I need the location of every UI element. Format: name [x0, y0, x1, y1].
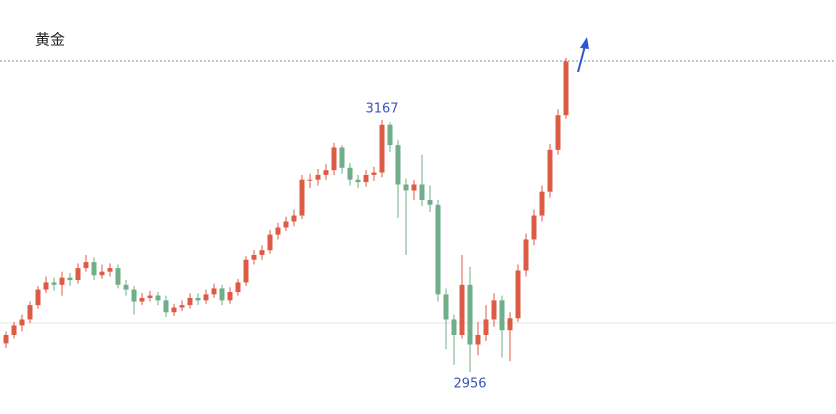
candle-body: [115, 268, 121, 285]
candle-body: [363, 174, 369, 183]
candle-body: [491, 300, 497, 320]
candle-body: [347, 167, 353, 180]
candle-body: [67, 277, 73, 281]
candle-body: [227, 291, 233, 301]
candle-body: [403, 184, 409, 191]
candle-body: [203, 294, 209, 301]
price-annotation: 3167: [365, 102, 398, 117]
candle-body: [211, 288, 217, 295]
candle-body: [395, 145, 401, 185]
candle-body: [499, 300, 505, 331]
candle-body: [451, 319, 457, 335]
candle-body: [267, 234, 273, 251]
candle-body: [307, 179, 313, 181]
candle-body: [251, 254, 257, 260]
candle-body: [379, 124, 385, 173]
candle-body: [139, 297, 145, 302]
candle-body: [475, 334, 481, 345]
candle-body: [43, 282, 49, 290]
candle-body: [283, 221, 289, 228]
candle-body: [219, 288, 225, 301]
candle-body: [315, 174, 321, 180]
trend-arrow: [577, 37, 589, 73]
candle-body: [387, 124, 393, 146]
candle-body: [51, 282, 57, 285]
candle-body: [515, 270, 521, 319]
candle-body: [419, 184, 425, 201]
price-annotation: 2956: [453, 377, 486, 392]
candle-body: [83, 262, 89, 269]
candle-body: [411, 184, 417, 191]
candle-body: [339, 147, 345, 168]
candle-body: [155, 295, 161, 301]
candle-body: [163, 300, 169, 313]
candle-body: [243, 259, 249, 283]
candle-body: [355, 179, 361, 183]
candle-body: [91, 262, 97, 276]
candle-body: [99, 271, 105, 276]
candle-body: [459, 284, 465, 335]
candle-body: [555, 115, 561, 150]
candle-body: [483, 319, 489, 335]
candle-body: [259, 250, 265, 255]
candle-body: [123, 284, 129, 290]
candle-body: [187, 297, 193, 306]
candle-body: [563, 61, 569, 116]
candle-body: [107, 268, 113, 272]
candle-body: [467, 284, 473, 345]
candle-body: [59, 277, 65, 285]
candle-body: [443, 294, 449, 320]
candle-body: [539, 191, 545, 216]
candle-body: [11, 325, 17, 335]
candle-body: [371, 172, 377, 175]
candle-body: [3, 334, 9, 344]
candle-body: [27, 305, 33, 320]
candle-body: [147, 295, 153, 298]
candle-body: [427, 200, 433, 205]
candle-body: [523, 239, 529, 271]
candle-body: [235, 282, 241, 292]
candle-body: [171, 307, 177, 313]
candle-body: [507, 318, 513, 331]
candle-body: [547, 149, 553, 192]
candle-body: [291, 215, 297, 222]
candle-body: [179, 305, 185, 308]
chart-title: 黄金: [35, 31, 65, 49]
candle-body: [299, 179, 305, 216]
candle-body: [435, 204, 441, 295]
candle-body: [35, 289, 41, 306]
candle-body: [323, 170, 329, 175]
candle-body: [531, 215, 537, 240]
candle-body: [75, 268, 81, 281]
candle-body: [331, 147, 337, 171]
candle-body: [275, 227, 281, 235]
candle-body: [195, 297, 201, 301]
candle-body: [19, 319, 25, 326]
candle-body: [131, 289, 137, 302]
